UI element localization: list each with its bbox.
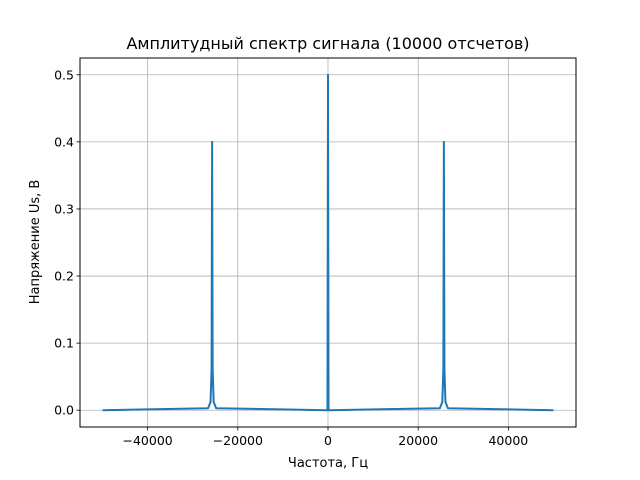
x-axis-ticks: −40000 −20000 0 20000 40000	[123, 427, 528, 448]
x-tick-label: 0	[324, 433, 332, 448]
x-tick-label: 20000	[398, 433, 438, 448]
x-tick-label: −20000	[213, 433, 263, 448]
x-tick-label: 40000	[488, 433, 528, 448]
y-tick-label: 0.5	[54, 67, 74, 82]
y-tick-label: 0.3	[54, 201, 74, 216]
y-tick-label: 0.0	[54, 403, 74, 418]
y-tick-label: 0.4	[54, 134, 74, 149]
y-axis-label: Напряжение Us, В	[28, 180, 43, 305]
y-tick-label: 0.1	[54, 336, 74, 351]
x-axis-label: Частота, Гц	[288, 456, 368, 471]
y-axis-ticks: 0.0 0.1 0.2 0.3 0.4 0.5	[54, 67, 80, 418]
plot-area	[79, 57, 577, 428]
x-tick-label: −40000	[123, 433, 173, 448]
spectrum-line	[102, 73, 554, 412]
y-tick-label: 0.2	[54, 269, 74, 284]
chart-title: Амплитудный спектр сигнала (10000 отсчет…	[126, 34, 529, 53]
